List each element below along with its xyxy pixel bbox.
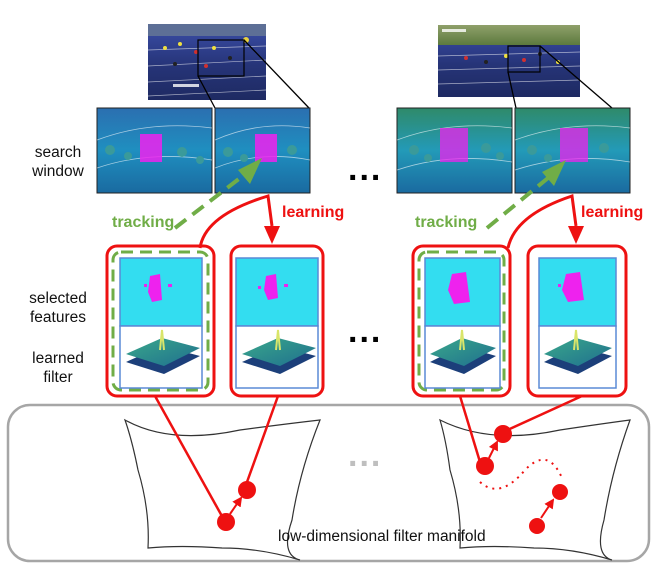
learning-arrow-right <box>506 194 584 249</box>
manifold-point-right-4 <box>552 484 568 500</box>
learning-label-right: learning <box>581 204 644 221</box>
search-window-2 <box>214 107 311 194</box>
projection-lines <box>153 394 583 519</box>
search-window-3 <box>396 107 513 194</box>
manifold-surface-right <box>439 418 631 561</box>
manifold-point-right-3 <box>529 518 545 534</box>
video-frame-left <box>147 24 267 100</box>
ellipsis-features: ... <box>348 312 383 350</box>
search-window-label: search window <box>22 143 94 182</box>
manifold-trajectory <box>479 458 563 490</box>
learned-filter-label-line2: filter <box>43 369 73 387</box>
learned-filter-label-line1: learned <box>32 350 84 367</box>
manifold-surface-left <box>123 418 321 561</box>
selected-features-label: selected features <box>16 289 100 328</box>
search-window-label-line2: window <box>32 163 84 181</box>
tracking-arrow-left <box>173 158 262 230</box>
learning-label-left: learning <box>282 204 345 221</box>
tracking-arrow-right <box>485 160 566 230</box>
manifold-step-arrow-left <box>229 496 243 515</box>
feature-stack-3 <box>411 244 512 398</box>
ellipsis-search: ... <box>348 150 383 188</box>
video-frame-right <box>437 25 581 97</box>
learning-arrow-left <box>198 194 280 249</box>
selected-features-label-line1: selected <box>29 290 87 307</box>
search-window-1 <box>96 107 213 194</box>
search-window-4 <box>514 107 631 194</box>
manifold-step-arrow-right-2 <box>540 498 555 519</box>
tracking-label-right: tracking <box>415 214 478 231</box>
feature-stack-1 <box>105 244 216 398</box>
feature-stack-2 <box>229 244 325 398</box>
manifold-caption: low-dimensional filter manifold <box>278 528 486 545</box>
manifold-point-right-1 <box>476 457 494 475</box>
zoom-lines <box>197 39 613 109</box>
selected-features-label-line2: features <box>29 309 86 327</box>
manifold-point-left-1 <box>217 513 235 531</box>
manifold-step-arrow-right <box>488 440 498 459</box>
manifold-point-left-2 <box>238 481 256 499</box>
manifold-panel <box>6 403 651 563</box>
ellipsis-manifold: ... <box>348 436 383 474</box>
feature-stack-4 <box>526 244 628 398</box>
learned-filter-label: learned filter <box>22 349 94 388</box>
tracking-label-left: tracking <box>112 214 175 231</box>
search-window-label-line1: search <box>34 144 82 161</box>
manifold-point-right-2 <box>494 425 512 443</box>
